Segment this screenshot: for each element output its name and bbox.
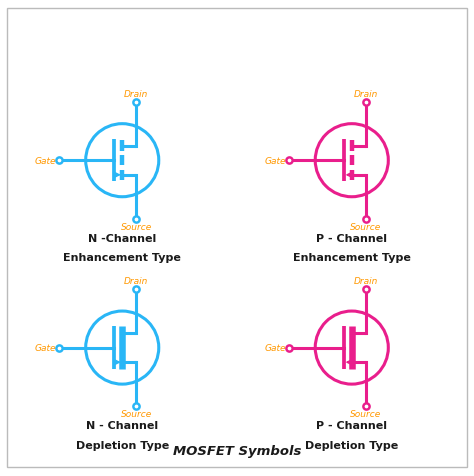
Text: P - Channel: P - Channel xyxy=(316,420,387,430)
Text: Drain: Drain xyxy=(354,90,378,99)
Text: Depletion Type: Depletion Type xyxy=(76,440,169,450)
Text: Source: Source xyxy=(120,409,152,418)
Text: Gate: Gate xyxy=(264,157,286,165)
Text: Gate: Gate xyxy=(35,157,56,165)
Text: N -Channel: N -Channel xyxy=(88,233,156,243)
Text: N - Channel: N - Channel xyxy=(86,420,158,430)
Text: Source: Source xyxy=(120,222,152,231)
Text: Drain: Drain xyxy=(124,277,148,286)
Text: Enhancement Type: Enhancement Type xyxy=(64,253,181,263)
Text: Source: Source xyxy=(350,222,381,231)
Text: P - Channel: P - Channel xyxy=(316,233,387,243)
Text: Drain: Drain xyxy=(124,90,148,99)
Text: Drain: Drain xyxy=(354,277,378,286)
Text: Enhancement Type: Enhancement Type xyxy=(293,253,410,263)
Text: Gate: Gate xyxy=(264,343,286,352)
Text: Source: Source xyxy=(350,409,381,418)
Text: Depletion Type: Depletion Type xyxy=(305,440,398,450)
Text: Gate: Gate xyxy=(35,343,56,352)
Text: MOSFET Symbols: MOSFET Symbols xyxy=(173,444,301,457)
